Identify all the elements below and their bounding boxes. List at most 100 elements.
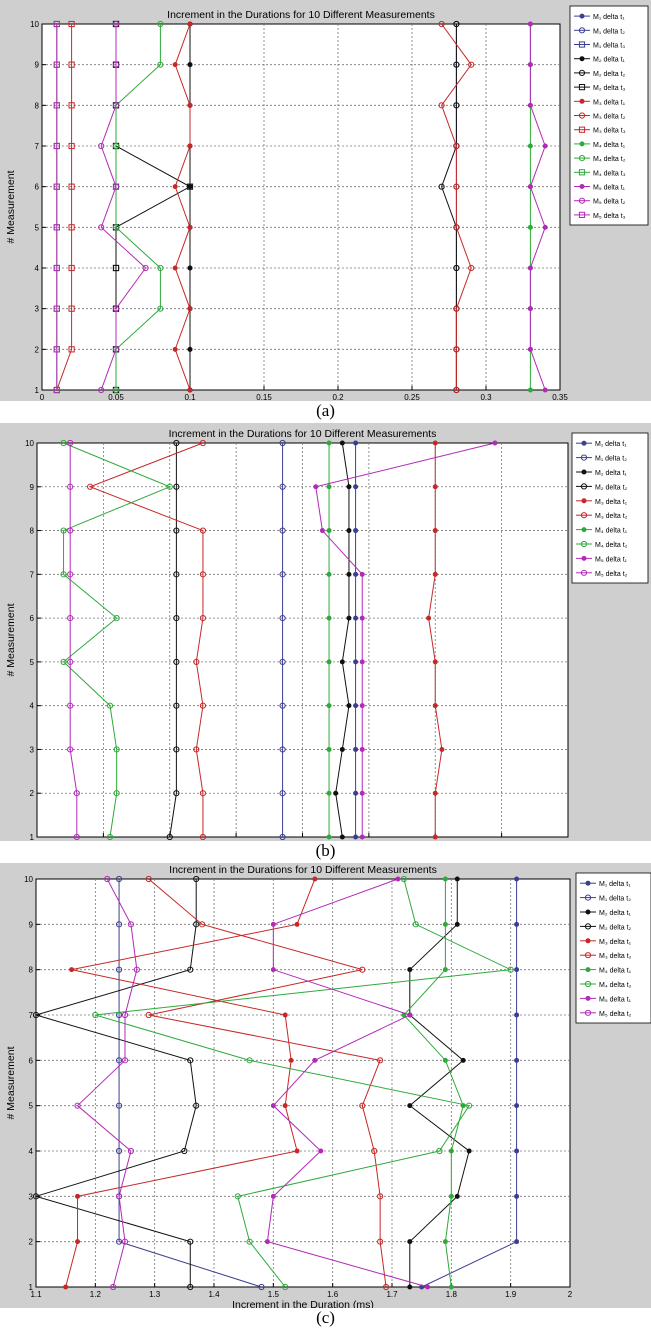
data-point — [53, 142, 60, 150]
legend-label: M₃ delta t₁ — [599, 939, 632, 946]
legend-marker — [581, 440, 587, 446]
data-point — [199, 571, 207, 578]
data-point — [438, 102, 445, 109]
chart-c: 1.1 1.2 1.3 1.4 1.5 1.6 1.7 1.8 1.9 2 1 2 3 4 5 6 7 8 9 10 I… — [0, 863, 651, 1308]
data-point — [67, 658, 74, 665]
data-point — [53, 305, 60, 312]
data-point — [199, 833, 207, 841]
data-point — [326, 790, 332, 796]
data-point — [527, 265, 533, 271]
data-point — [173, 702, 180, 709]
data-point — [53, 264, 60, 272]
data-point — [514, 1103, 520, 1109]
legend-label: M₅ delta t₁ — [595, 556, 628, 563]
data-point — [187, 62, 193, 68]
data-point — [53, 346, 60, 353]
series-3 — [333, 440, 352, 840]
data-point — [112, 20, 120, 28]
data-point — [453, 142, 460, 150]
data-point — [112, 346, 120, 353]
data-point — [346, 528, 352, 534]
series-9 — [264, 876, 431, 1290]
series-line — [100, 24, 147, 391]
data-point — [454, 921, 460, 927]
x-tick-label: 0.35 — [552, 393, 568, 401]
data-point — [359, 790, 365, 796]
data-point — [60, 527, 67, 534]
figure-panel-b: 0.2 0.3 0.4 0.5 0.6 0.7 0.8 0.9 1 1 2 3 4 5 6 7 8 9 10 Incr… — [0, 423, 651, 863]
legend-label: M₂ delta t₁ — [599, 910, 632, 917]
data-point — [68, 20, 75, 28]
chart-b: 0.2 0.3 0.4 0.5 0.6 0.7 0.8 0.9 1 1 2 3 4 5 6 7 8 9 10 Incr… — [0, 423, 651, 841]
data-point — [115, 1057, 123, 1064]
x-tick-label: 1.3 — [149, 1290, 161, 1299]
data-point — [282, 1103, 288, 1109]
data-point — [98, 224, 105, 231]
data-point — [514, 1148, 520, 1154]
data-point — [68, 61, 75, 68]
data-point — [353, 571, 359, 577]
data-point — [436, 1147, 443, 1155]
data-point — [53, 386, 60, 394]
data-point — [246, 1057, 253, 1064]
data-point — [514, 876, 520, 882]
data-point — [453, 224, 460, 231]
data-point — [68, 305, 75, 312]
legend-label: M₁ delta t₂ — [593, 28, 625, 35]
data-point — [359, 571, 365, 577]
y-tick-label: 1 — [29, 1283, 34, 1292]
legend-label: M₄ delta t₁ — [599, 968, 632, 975]
data-point — [113, 615, 120, 622]
series-3 — [407, 876, 472, 1290]
y-tick-label: 5 — [35, 223, 40, 232]
series-line — [76, 878, 138, 1288]
data-point — [121, 1238, 129, 1245]
x-tick-label: 1.9 — [505, 1290, 517, 1299]
data-point — [67, 571, 74, 578]
data-point — [68, 224, 75, 231]
data-point — [432, 703, 438, 709]
data-point — [407, 1103, 413, 1109]
data-point — [199, 439, 207, 447]
legend-label: M₄ delta t₂ — [595, 542, 628, 549]
y-tick-label: 6 — [30, 614, 35, 623]
data-point — [172, 62, 178, 68]
x-tick-label: 0.8 — [430, 840, 442, 841]
data-point — [326, 703, 332, 709]
legend-label: M₃ delta t₁ — [593, 99, 626, 106]
data-point — [288, 1057, 294, 1063]
data-point — [112, 61, 120, 68]
legend-label: M₁ delta t₁ — [593, 14, 625, 21]
series-line — [529, 24, 546, 391]
legend-label: M₂ delta t₂ — [593, 71, 626, 78]
series-line — [169, 443, 177, 838]
legend-label: M₁ delta t₂ — [595, 456, 627, 463]
legend-marker — [578, 84, 586, 91]
data-point — [353, 659, 359, 665]
legend-marker — [580, 454, 588, 461]
data-point — [53, 224, 60, 231]
legend-marker — [584, 1009, 592, 1016]
data-point — [359, 615, 365, 621]
data-point — [312, 876, 318, 882]
y-tick-label: 8 — [30, 527, 35, 536]
data-point — [279, 790, 286, 797]
series-line — [34, 879, 197, 1287]
data-point — [426, 615, 432, 621]
data-point — [67, 615, 74, 622]
data-point — [279, 439, 286, 447]
y-tick-label: 1 — [35, 386, 40, 395]
data-point — [98, 142, 105, 150]
legend-label: M₃ delta t₁ — [595, 499, 628, 506]
series-line — [88, 442, 204, 837]
data-point — [193, 746, 200, 753]
data-point — [53, 102, 60, 109]
series-line — [115, 24, 161, 390]
legend-label: M₃ delta t₂ — [593, 114, 626, 121]
data-point — [432, 790, 438, 796]
data-point — [377, 1238, 384, 1245]
data-point — [432, 484, 438, 490]
series-6 — [87, 439, 207, 841]
series-4 — [32, 875, 200, 1291]
data-point — [67, 483, 74, 490]
